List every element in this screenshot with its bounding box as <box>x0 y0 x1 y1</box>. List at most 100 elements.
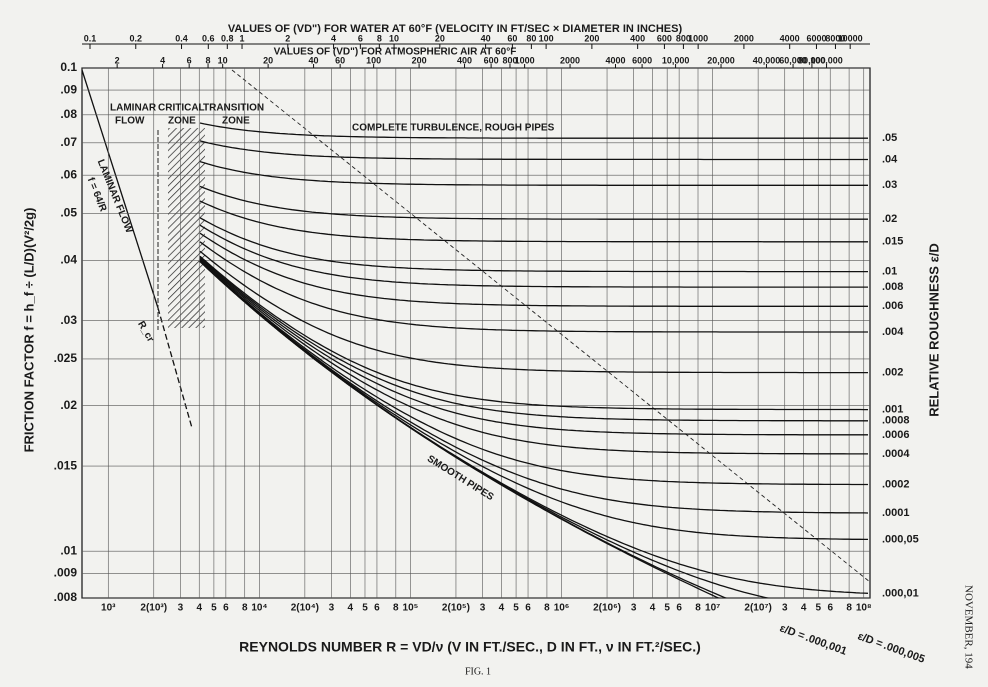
x-tick-label: 2(10⁵) <box>442 603 470 614</box>
x-tick-label: 5 <box>211 603 217 614</box>
laminar-line-extension <box>157 307 193 429</box>
water-tick-label: 6 <box>358 33 363 43</box>
roughness-label: .000,05 <box>882 533 919 545</box>
roughness-label: .008 <box>882 281 903 293</box>
water-tick-label: 0.6 <box>202 33 215 43</box>
x-tick-label: 3 <box>782 603 788 614</box>
annotation: COMPLETE TURBULENCE, ROUGH PIPES <box>352 123 555 134</box>
air-tick-label: 60 <box>335 55 345 65</box>
roughness-curve <box>199 259 868 486</box>
x-tick-label: 8 <box>846 603 852 614</box>
x-tick-label: 10³ <box>101 603 116 614</box>
roughness-label: .000,01 <box>882 587 919 599</box>
y-tick-label: .07 <box>60 135 77 149</box>
annotation: CRITICAL <box>158 103 205 114</box>
air-tick-label: 8 <box>206 55 211 65</box>
y-tick-label: .08 <box>60 107 77 121</box>
y-tick-label: .06 <box>60 167 77 181</box>
air-tick-label: 100 <box>366 55 381 65</box>
air-tick-label: 40 <box>309 55 319 65</box>
air-tick-label: 40,000 <box>753 55 781 65</box>
y-tick-label: .04 <box>60 252 77 266</box>
roughness-label: .006 <box>882 300 903 312</box>
roughness-curve <box>199 257 868 436</box>
annotation: R_cr <box>135 319 156 344</box>
y-tick-label: .05 <box>60 206 77 220</box>
roughness-label: .000,001 <box>804 632 848 658</box>
water-tick-label: 200 <box>584 33 599 43</box>
x-tick-label: 3 <box>480 603 486 614</box>
x-tick-label: 2(10³) <box>140 603 167 614</box>
air-tick-label: 200 <box>412 55 427 65</box>
water-tick-label: 400 <box>630 33 645 43</box>
roughness-curve <box>199 140 868 161</box>
air-tick-label: 800 <box>502 55 517 65</box>
roughness-label: .001 <box>882 403 903 415</box>
water-tick-label: 4 <box>331 33 336 43</box>
annotation: LAMINAR <box>110 103 157 114</box>
air-tick-label: 20 <box>263 55 273 65</box>
y-tick-label: .025 <box>54 351 78 365</box>
roughness-label: .000,005 <box>882 640 926 666</box>
air-tick-label: 2 <box>115 55 120 65</box>
y-axis-label: FRICTION FACTOR f = h_f ÷ (L/D)(V²/2g) <box>21 208 36 453</box>
roughness-prefix: ε/D = <box>778 622 806 642</box>
water-axis-title: VALUES OF (VD") FOR WATER AT 60°F (VELOC… <box>228 23 683 35</box>
y-tick-label: .02 <box>60 398 77 412</box>
x-tick-label: 2(10⁶) <box>593 603 621 614</box>
annotation: FLOW <box>115 116 145 127</box>
air-tick-label: 600 <box>484 55 499 65</box>
roughness-label: .015 <box>882 236 903 248</box>
water-tick-label: 8 <box>377 33 382 43</box>
air-tick-label: 20,000 <box>707 55 735 65</box>
roughness-curve <box>199 260 869 514</box>
roughness-label-group: ε/D =.000,001 <box>778 622 848 657</box>
air-tick-label: 2000 <box>560 55 580 65</box>
x-tick-label: 2(10⁴) <box>291 603 319 614</box>
figure-caption: FIG. 1 <box>465 666 491 677</box>
water-tick-label: 0.4 <box>175 33 188 43</box>
water-tick-label: 8000 <box>825 33 845 43</box>
water-tick-label: 0.2 <box>130 33 143 43</box>
roughness-curve <box>199 258 868 455</box>
roughness-curve <box>199 160 868 186</box>
air-tick-label: 10,000 <box>662 55 690 65</box>
roughness-curve <box>199 185 868 220</box>
roughness-label-group: ε/D =.000,005 <box>856 630 926 665</box>
annotation: ZONE <box>168 116 196 127</box>
water-tick-label: 6000 <box>806 33 826 43</box>
air-tick-label: 4000 <box>605 55 625 65</box>
x-tick-label: 8 <box>393 603 399 614</box>
roughness-curve <box>199 232 868 307</box>
roughness-curve <box>199 260 771 598</box>
y-tick-label: .09 <box>60 82 77 96</box>
roughness-label: .03 <box>882 179 897 191</box>
y2-axis-label: RELATIVE ROUGHNESS ε/D <box>926 243 941 417</box>
x-tick-label: 2(10⁷) <box>744 603 771 614</box>
roughness-label: .02 <box>882 213 897 225</box>
x-tick-label: 3 <box>329 603 335 614</box>
roughness-label: .0001 <box>882 507 910 519</box>
roughness-label: .002 <box>882 366 903 378</box>
y-tick-label: 0.1 <box>60 60 77 74</box>
water-tick-label: 10 <box>389 33 399 43</box>
x-tick-label: 5 <box>815 603 821 614</box>
x-tick-label: 3 <box>178 603 184 614</box>
water-tick-label: 800 <box>676 33 691 43</box>
margin-note: NOVEMBER, 194 <box>962 585 974 669</box>
laminar-line <box>81 69 159 309</box>
x-tick-label: 4 <box>348 603 354 614</box>
air-tick-label: 1000 <box>515 55 535 65</box>
y-tick-label: .008 <box>54 590 78 604</box>
water-tick-label: 2 <box>285 33 290 43</box>
water-tick-label: 20 <box>435 33 445 43</box>
complete-turbulence-boundary <box>231 69 871 583</box>
air-tick-label: 6 <box>187 55 192 65</box>
air-axis-title: VALUES OF (VD") FOR ATMOSPHERIC AIR AT 6… <box>274 47 517 58</box>
water-tick-label: 0.8 <box>221 33 234 43</box>
air-tick-label: 100,000 <box>810 55 843 65</box>
roughness-label: .01 <box>882 265 897 277</box>
x-tick-label: 8 <box>242 603 248 614</box>
roughness-label: .0004 <box>882 448 910 460</box>
